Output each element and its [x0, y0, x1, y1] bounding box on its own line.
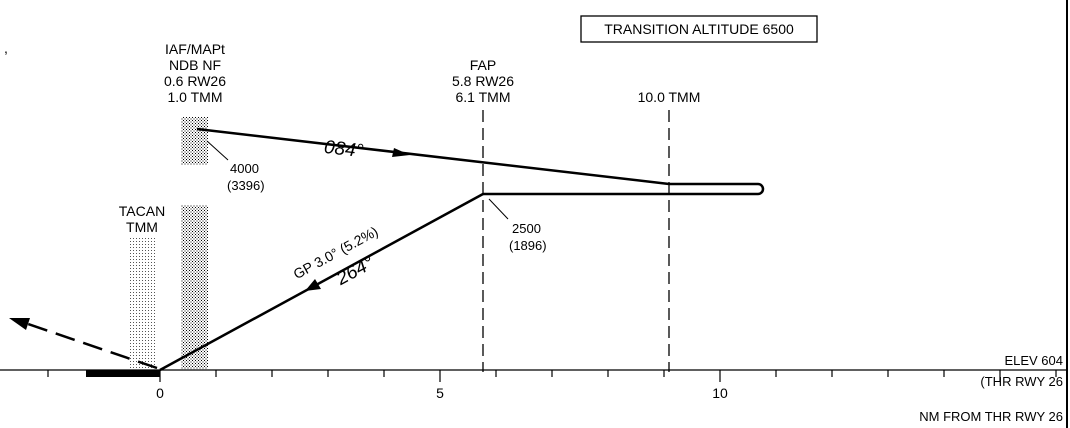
- outbound-course-label: 084°: [323, 137, 365, 162]
- missed-approach-arrowhead: [9, 318, 30, 330]
- iaf-height: (3396): [227, 178, 265, 193]
- iaf-altitude: 4000: [230, 161, 259, 176]
- distance-axis: 0 5 10: [0, 369, 1066, 401]
- iaf-label-line2: NDB NF: [169, 57, 221, 73]
- fap-altitude: 2500: [512, 221, 541, 236]
- threshold-label: (THR RWY 26: [980, 374, 1063, 389]
- tacan-label-line2: TMM: [126, 219, 158, 235]
- iaf-fix-label: IAF/MAPt NDB NF 0.6 RW26 1.0 TMM: [164, 41, 226, 105]
- transition-altitude-box: TRANSITION ALTITUDE 6500: [580, 15, 818, 43]
- inbound-arrowhead: [305, 279, 321, 291]
- axis-tick-label-10: 10: [712, 385, 728, 401]
- iaf-altitude-leader: [206, 140, 229, 161]
- axis-unit-label: NM FROM THR RWY 26: [919, 409, 1063, 424]
- fap-altitude-leader: [488, 198, 509, 220]
- tmm10-label: 10.0 TMM: [638, 89, 701, 105]
- tacan-label-line1: TACAN: [119, 203, 165, 219]
- iaf-fix-marker: [181, 117, 208, 165]
- iaf-label-line4: 1.0 TMM: [168, 89, 223, 105]
- transition-altitude-text: TRANSITION ALTITUDE 6500: [604, 21, 794, 37]
- tacan-label: TACAN TMM: [119, 203, 165, 235]
- fap-height: (1896): [509, 238, 547, 253]
- runway-bar: [86, 370, 160, 377]
- outbound-arrowhead: [392, 148, 410, 157]
- axis-ticks: [47, 370, 1057, 382]
- fap-label-line1: FAP: [470, 57, 496, 73]
- outbound-track: [196, 127, 765, 196]
- fap-label-line3: 6.1 TMM: [456, 89, 511, 105]
- iaf-label-line1: IAF/MAPt: [165, 41, 225, 57]
- elevation-label: ELEV 604: [1004, 353, 1063, 368]
- axis-tick-label-5: 5: [436, 385, 444, 401]
- glidepath-track: [159, 192, 484, 372]
- axis-tick-label-0: 0: [156, 385, 164, 401]
- missed-approach-track: [9, 318, 158, 370]
- tacan-marker: [130, 238, 155, 369]
- iaf-lower-marker: [181, 205, 208, 369]
- fap-fix-label: FAP 5.8 RW26 6.1 TMM: [452, 57, 514, 105]
- iaf-label-line3: 0.6 RW26: [164, 73, 226, 89]
- fap-label-line2: 5.8 RW26: [452, 73, 514, 89]
- apostrophe-mark: ,: [4, 40, 8, 56]
